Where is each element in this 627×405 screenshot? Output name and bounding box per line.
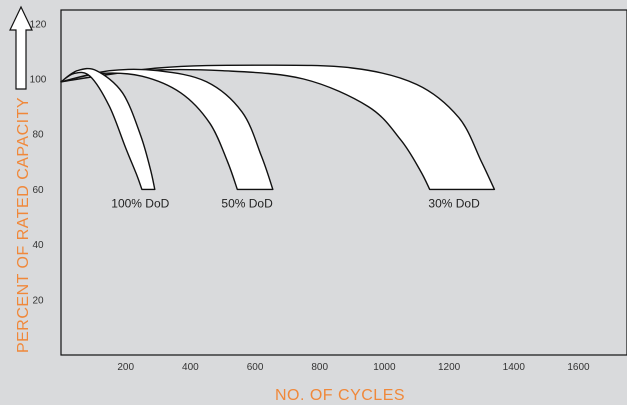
band-3 xyxy=(60,64,496,191)
y-tick-label: 20 xyxy=(32,295,44,306)
x-axis-title: NO. OF CYCLES xyxy=(275,387,405,404)
y-tick-label: 40 xyxy=(32,240,44,251)
y-tick-label: 120 xyxy=(30,19,47,30)
y-tick-label: 60 xyxy=(32,185,44,196)
y-tick-label: 100 xyxy=(30,75,47,86)
x-axis-ticks: 200 400 600 800 1000 1200 1400 1600 xyxy=(117,362,590,373)
x-tick-label: 600 xyxy=(247,362,264,373)
band-2 xyxy=(60,68,274,191)
x-tick-label: 1200 xyxy=(438,362,461,373)
x-tick-label: 1400 xyxy=(503,362,526,373)
capacity-bands xyxy=(60,64,496,191)
y-axis-ticks: 20 40 60 80 100 120 xyxy=(30,19,47,306)
x-tick-label: 200 xyxy=(117,362,134,373)
up-arrow-icon xyxy=(9,5,33,90)
x-tick-label: 1000 xyxy=(373,362,396,373)
band-label-3: 30% DoD xyxy=(428,196,480,210)
y-axis-title: PERCENT OF RATED CAPACITY xyxy=(15,97,32,353)
x-tick-label: 400 xyxy=(182,362,199,373)
band-labels: 100% DoD 50% DoD 30% DoD xyxy=(111,196,480,210)
x-tick-label: 1600 xyxy=(567,362,590,373)
x-tick-label: 800 xyxy=(311,362,328,373)
band-label-2: 50% DoD xyxy=(221,196,273,210)
y-tick-label: 80 xyxy=(32,130,44,141)
band-1 xyxy=(60,67,156,191)
band-label-1: 100% DoD xyxy=(111,196,169,210)
